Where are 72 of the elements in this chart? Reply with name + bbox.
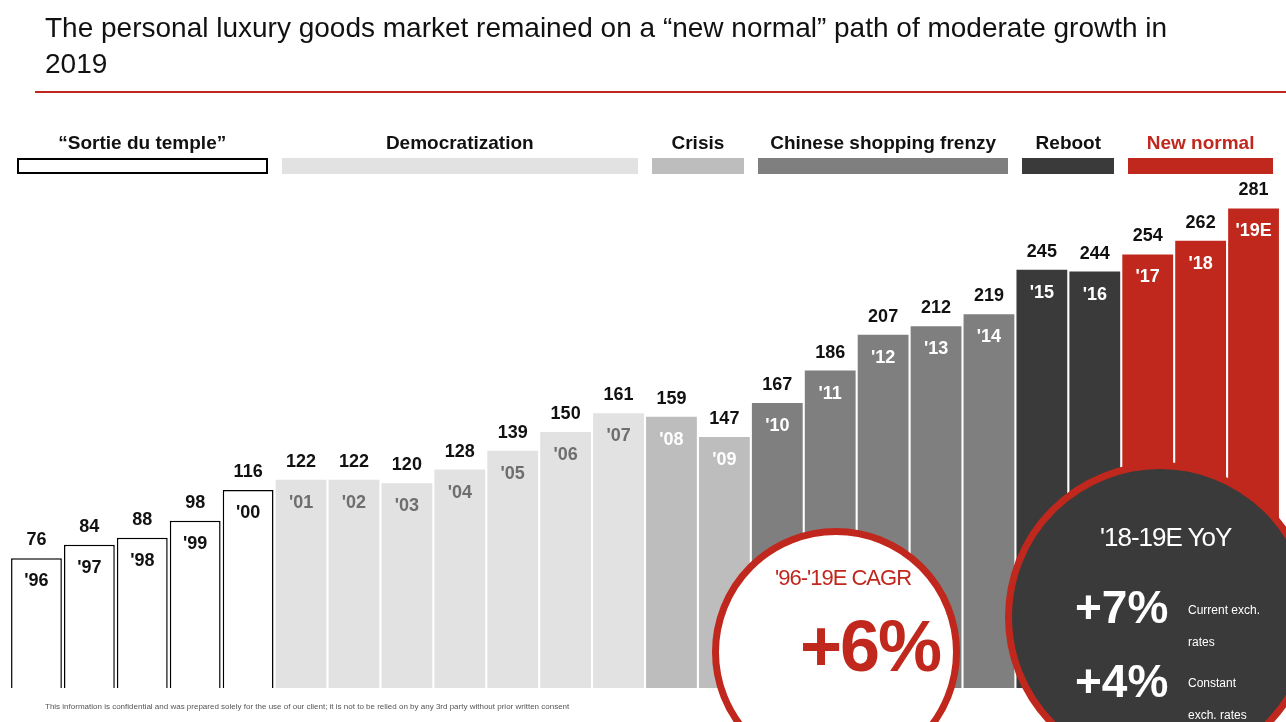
annotation: +6% <box>800 605 941 687</box>
x-tick-label: '14 <box>976 326 1002 347</box>
x-tick-label: '00 <box>235 502 261 522</box>
data-label: 167 <box>762 373 793 394</box>
data-label: 128 <box>444 440 475 461</box>
x-tick-label: '05 <box>500 462 525 483</box>
data-label: 122 <box>286 450 317 471</box>
text: Current exch. rates <box>1188 603 1261 649</box>
x-tick-label: '09 <box>712 449 737 470</box>
x-tick-label: '96 <box>24 570 49 591</box>
x-tick-label: '18 <box>1188 252 1213 273</box>
text: Democratization <box>384 132 535 154</box>
x-tick-label: '11 <box>818 382 842 403</box>
text: Reboot <box>1034 132 1103 154</box>
bar <box>275 479 327 688</box>
data-label: 122 <box>338 450 369 471</box>
bar <box>646 416 697 688</box>
data-label: 147 <box>709 408 740 429</box>
text: New normal <box>1145 132 1256 154</box>
x-tick-label: '07 <box>606 425 631 446</box>
x-tick-label: '98 <box>130 549 155 570</box>
x-tick-label: '19E <box>1235 220 1272 241</box>
data-label: 245 <box>1026 240 1057 261</box>
bar <box>963 314 1015 688</box>
data-label: 244 <box>1079 242 1110 263</box>
annotation: +4% <box>1075 654 1169 708</box>
x-tick-label: '08 <box>659 428 684 449</box>
text: Crisis <box>670 132 726 154</box>
x-tick-label: '97 <box>77 556 102 577</box>
bar <box>328 479 380 688</box>
annotation: '18-19E YoY <box>1100 522 1232 553</box>
text: Constant exch. rates <box>1188 676 1247 722</box>
data-label: 219 <box>973 285 1004 306</box>
x-tick-label: '12 <box>870 346 896 367</box>
data-label: 161 <box>603 384 634 405</box>
x-tick-label: '02 <box>341 491 367 512</box>
x-tick-label: '17 <box>1135 266 1160 287</box>
bar <box>487 450 539 688</box>
data-label: 186 <box>815 341 846 362</box>
data-label: 212 <box>921 297 952 318</box>
data-label: 281 <box>1238 179 1269 200</box>
annotation: '96-'19E CAGR <box>775 565 912 591</box>
x-tick-label: '13 <box>923 338 949 359</box>
data-label: 254 <box>1132 225 1163 246</box>
data-label: 76 <box>26 529 47 550</box>
data-label: 84 <box>79 515 100 536</box>
text: Chinese shopping frenzy <box>769 132 998 154</box>
bar <box>593 413 644 688</box>
data-label: 159 <box>656 387 687 408</box>
data-label: 116 <box>233 461 263 481</box>
annotation: +7% <box>1075 580 1169 634</box>
bar <box>540 432 592 688</box>
data-label: 150 <box>550 402 581 423</box>
x-tick-label: '16 <box>1082 283 1107 304</box>
data-label: 120 <box>391 454 422 475</box>
x-tick-label: '04 <box>447 481 472 502</box>
text: This information is confidential and was prepared solely for the use of our client; it is not to be relied on by any 3rd party without prior written consent <box>45 702 570 711</box>
data-label: 207 <box>868 305 899 326</box>
x-tick-label: '01 <box>288 491 314 512</box>
data-label: 262 <box>1185 211 1216 232</box>
data-label: 98 <box>185 491 206 512</box>
data-label: 88 <box>132 508 153 529</box>
chart-title: The personal luxury goods market remained on a “new normal” path of moderate growth in 2019 <box>45 11 1169 81</box>
text: “Sortie du temple” <box>57 132 228 154</box>
x-tick-label: '03 <box>394 495 420 516</box>
x-tick-label: '15 <box>1029 281 1055 302</box>
data-label: 139 <box>497 421 528 442</box>
x-tick-label: '10 <box>765 414 790 435</box>
bar <box>434 469 486 688</box>
x-tick-label: '99 <box>183 532 208 553</box>
x-tick-label: '06 <box>553 443 578 464</box>
bar <box>381 483 433 688</box>
